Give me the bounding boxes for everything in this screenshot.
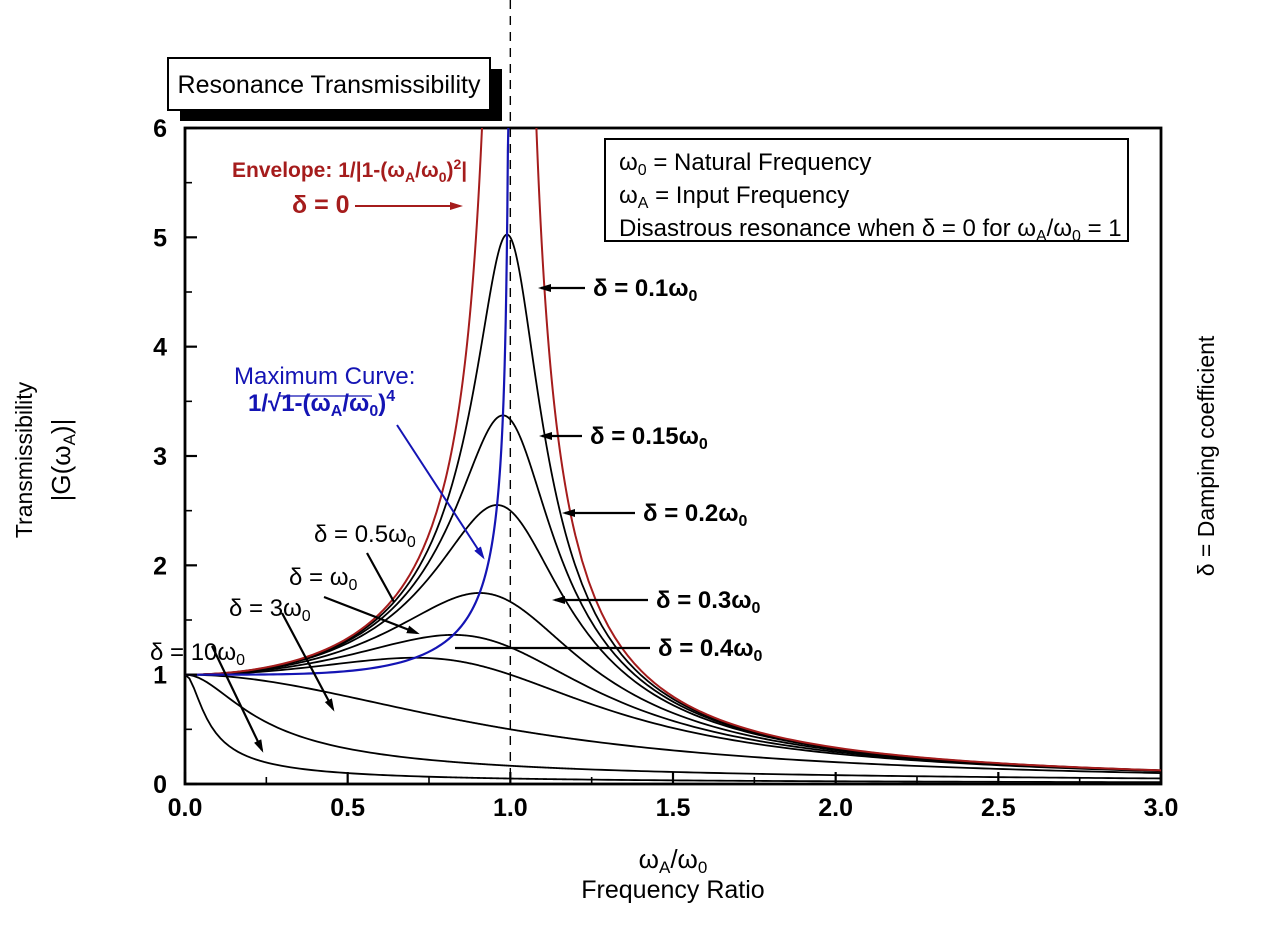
- svg-text:2.5: 2.5: [981, 794, 1016, 822]
- svg-text:Resonance Transmissibility: Resonance Transmissibility: [178, 71, 481, 99]
- svg-text:0: 0: [153, 771, 167, 799]
- svg-text:ωA = Input Frequency: ωA = Input Frequency: [619, 182, 849, 212]
- svg-text:δ = 0.2ω0: δ = 0.2ω0: [643, 500, 748, 530]
- svg-text:ωA/ω0: ωA/ω0: [639, 844, 708, 877]
- svg-text:3.0: 3.0: [1144, 794, 1179, 822]
- svg-text:Frequency Ratio: Frequency Ratio: [581, 876, 764, 904]
- svg-text:3: 3: [153, 443, 167, 471]
- svg-text:δ = 0.15ω0: δ = 0.15ω0: [590, 423, 708, 453]
- svg-text:ω0 = Natural Frequency: ω0 = Natural Frequency: [619, 149, 871, 179]
- svg-text:δ = Damping coefficient: δ = Damping coefficient: [1193, 335, 1219, 576]
- svg-text:δ = 0.5ω0: δ = 0.5ω0: [314, 521, 416, 551]
- svg-text:2: 2: [153, 552, 167, 580]
- svg-text:δ = 0: δ = 0: [292, 191, 350, 219]
- svg-text:Maximum Curve:: Maximum Curve:: [234, 363, 415, 390]
- svg-text:Envelope: 1/|1-(ωA/ω0)2|: Envelope: 1/|1-(ωA/ω0)2|: [232, 156, 467, 185]
- svg-text:5: 5: [153, 224, 167, 252]
- svg-text:Transmissibility: Transmissibility: [11, 381, 37, 538]
- svg-text:δ = 0.3ω0: δ = 0.3ω0: [656, 587, 761, 617]
- svg-text:|G(ωA)|: |G(ωA)|: [46, 419, 79, 502]
- svg-text:δ = ω0: δ = ω0: [289, 564, 357, 594]
- svg-text:δ = 3ω0: δ = 3ω0: [229, 595, 311, 625]
- svg-text:4: 4: [153, 334, 167, 362]
- svg-text:0.5: 0.5: [330, 794, 365, 822]
- svg-text:δ = 0.1ω0: δ = 0.1ω0: [593, 275, 698, 305]
- svg-text:Disastrous resonance when δ =: Disastrous resonance when δ = 0 for ωA/ω…: [619, 215, 1122, 245]
- svg-text:1.0: 1.0: [493, 794, 528, 822]
- svg-text:δ = 0.4ω0: δ = 0.4ω0: [658, 635, 763, 665]
- svg-text:6: 6: [153, 115, 167, 143]
- svg-text:1.5: 1.5: [656, 794, 691, 822]
- svg-text:0.0: 0.0: [168, 794, 203, 822]
- svg-text:δ = 10ω0: δ = 10ω0: [150, 639, 245, 669]
- svg-text:2.0: 2.0: [818, 794, 853, 822]
